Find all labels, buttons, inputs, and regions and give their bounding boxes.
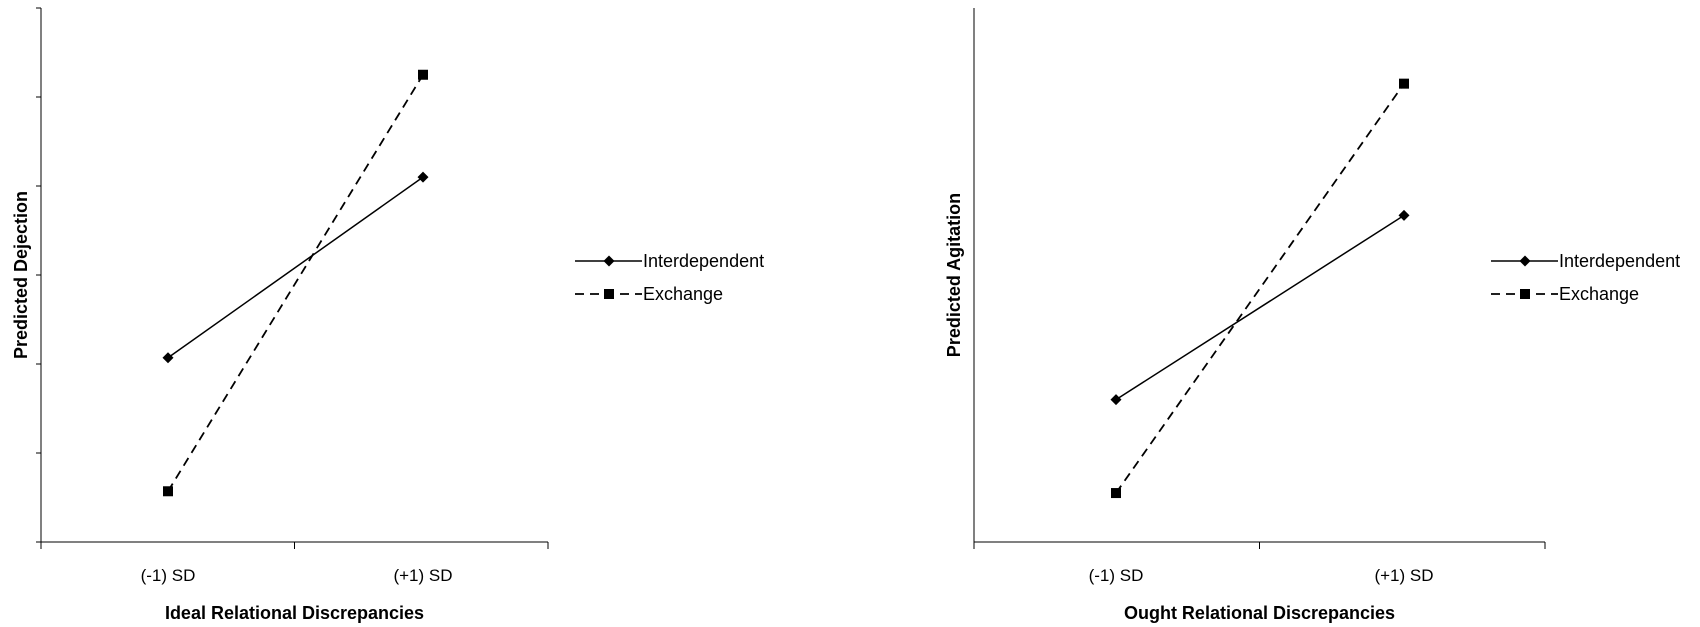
legend-marker-interdependent — [1519, 255, 1531, 267]
chart-2: (-1) SD (+1) SD Ought Relational Discrepan… — [944, 8, 1680, 623]
legend-label-interdependent: Interdependent — [1559, 251, 1680, 271]
data-point-exchange — [418, 69, 428, 80]
legend-label-exchange: Exchange — [1559, 284, 1639, 304]
x-axis-title: Ought Relational Discrepancies — [1124, 603, 1395, 623]
series-line-exchange — [1115, 83, 1405, 494]
series-line-interdependent — [1115, 214, 1405, 401]
series-line-interdependent — [167, 176, 424, 359]
legend-label-interdependent: Interdependent — [643, 251, 764, 271]
data-point-interdependent — [417, 171, 429, 183]
legend-label-exchange: Exchange — [643, 284, 723, 304]
x-tick-label: (+1) SD — [1374, 566, 1433, 585]
y-axis-title: Predicted Agitation — [944, 193, 964, 357]
data-point-exchange — [163, 486, 173, 497]
y-axis-title: Predicted Dejection — [11, 191, 31, 359]
series-line-exchange — [167, 74, 424, 492]
legend-marker-exchange — [604, 289, 614, 299]
data-point-exchange — [1111, 488, 1121, 499]
x-axis-title: Ideal Relational Discrepancies — [165, 603, 424, 623]
data-point-exchange — [1399, 78, 1409, 89]
data-point-interdependent — [1398, 209, 1410, 221]
legend-marker-exchange — [1520, 289, 1530, 299]
legend-marker-interdependent — [603, 255, 615, 267]
chart-1: (-1) SD (+1) SD Ideal Relational Discrepan… — [11, 7, 764, 623]
x-tick-label: (-1) SD — [1089, 566, 1144, 585]
x-tick-label: (+1) SD — [393, 566, 452, 585]
data-point-interdependent — [1110, 394, 1122, 406]
data-point-interdependent — [162, 352, 174, 364]
x-tick-label: (-1) SD — [141, 566, 196, 585]
